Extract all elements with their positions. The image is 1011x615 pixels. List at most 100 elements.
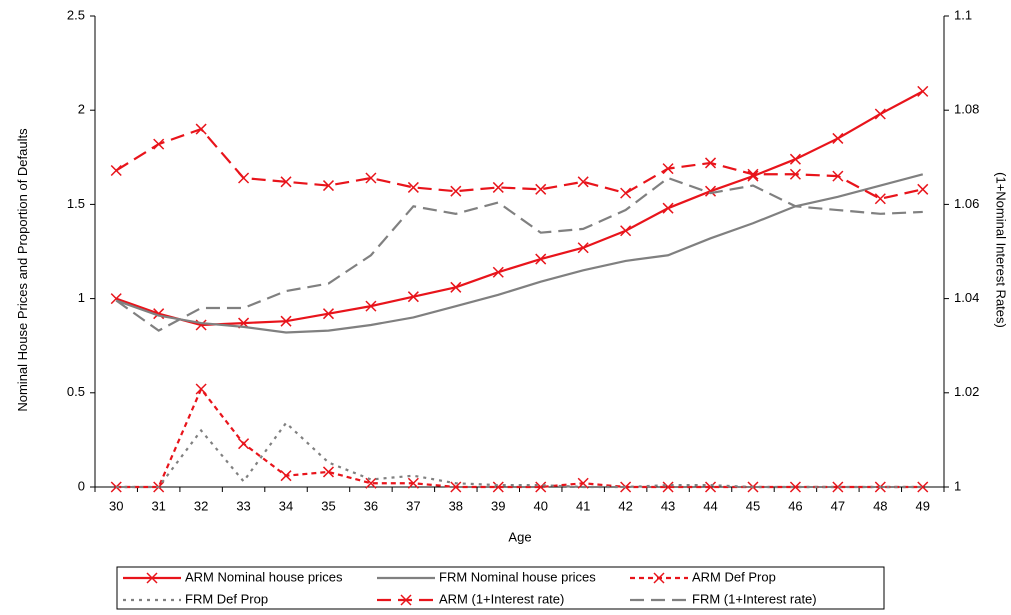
- series-marker: [620, 225, 632, 237]
- series-marker: [832, 481, 844, 493]
- y-tick-label: 2: [78, 102, 85, 117]
- series-marker: [195, 383, 207, 395]
- x-tick-label: 44: [703, 498, 717, 513]
- series-marker: [832, 170, 844, 182]
- series-marker: [704, 481, 717, 493]
- x-tick-label: 35: [321, 498, 335, 513]
- series-marker: [110, 164, 122, 177]
- y2-tick-label: 1.04: [954, 290, 979, 305]
- series-marker: [365, 477, 377, 489]
- series-line: [115, 127, 924, 200]
- y2-tick-label: 1.02: [954, 384, 979, 399]
- y2-axis-title: (1+Nominal Interest Rates): [994, 172, 1009, 328]
- series-marker: [789, 153, 801, 165]
- series-marker: [662, 202, 674, 214]
- series-marker: [620, 187, 632, 199]
- series-marker: [874, 108, 886, 120]
- x-tick-label: 36: [364, 498, 378, 513]
- series-marker: [492, 266, 504, 278]
- y-tick-label: 1.5: [67, 196, 85, 211]
- series-line: [116, 421, 923, 489]
- series-marker: [153, 138, 165, 150]
- series-marker: [365, 172, 377, 184]
- series-marker: [917, 85, 929, 97]
- series-marker: [535, 183, 547, 195]
- y-tick-label: 2.5: [67, 7, 85, 22]
- legend-label: ARM (1+Interest rate): [439, 591, 564, 606]
- series-marker: [535, 481, 547, 493]
- x-tick-label: 46: [788, 498, 802, 513]
- x-tick-label: 31: [151, 498, 165, 513]
- y-axis-title: Nominal House Prices and Proportion of D…: [15, 128, 30, 412]
- series-marker: [832, 132, 844, 144]
- series-marker: [662, 163, 674, 175]
- x-tick-label: 39: [491, 498, 505, 513]
- x-tick-label: 32: [194, 498, 208, 513]
- series-marker: [874, 193, 886, 205]
- series-line: [115, 90, 924, 327]
- y2-tick-label: 1.1: [954, 7, 972, 22]
- x-tick-label: 38: [449, 498, 463, 513]
- legend-label: FRM Def Prop: [185, 591, 268, 606]
- legend-label: FRM (1+Interest rate): [692, 591, 817, 606]
- series-marker: [577, 242, 589, 254]
- series-marker: [789, 168, 801, 180]
- series-marker: [704, 157, 717, 169]
- x-tick-label: 30: [109, 498, 123, 513]
- series-marker: [407, 291, 419, 303]
- series-marker: [322, 466, 335, 478]
- series-marker: [365, 300, 377, 312]
- x-tick-label: 40: [533, 498, 547, 513]
- legend-label: FRM Nominal house prices: [439, 569, 596, 584]
- series-marker: [492, 481, 504, 493]
- series-marker: [238, 438, 250, 450]
- series-line: [115, 176, 923, 332]
- series-marker: [450, 281, 462, 293]
- series-marker: [577, 477, 589, 489]
- series-line: [116, 386, 923, 489]
- y2-tick-label: 1.06: [954, 196, 979, 211]
- y2-tick-label: 1: [954, 478, 961, 493]
- series-marker: [704, 185, 717, 197]
- legend-box: [116, 566, 885, 610]
- series-marker: [450, 481, 462, 493]
- series-marker: [917, 183, 929, 195]
- legend-marker: [400, 594, 412, 606]
- legend-marker: [653, 572, 665, 584]
- series-marker: [322, 180, 335, 192]
- series-marker: [535, 253, 547, 265]
- series-marker: [917, 481, 929, 493]
- series-marker: [407, 477, 419, 489]
- legend-label: ARM Def Prop: [692, 569, 776, 584]
- y-axis-title-box: Nominal House Prices and Proportion of D…: [15, 128, 30, 412]
- y-tick-label: 1: [78, 290, 85, 305]
- series-marker: [195, 123, 207, 135]
- x-tick-label: 48: [873, 498, 887, 513]
- legend-label: ARM Nominal house prices: [185, 569, 343, 584]
- series-marker: [747, 168, 759, 180]
- series-marker: [280, 470, 292, 482]
- series-marker: [662, 481, 674, 493]
- series-marker: [492, 181, 504, 193]
- x-tick-label: 33: [236, 498, 250, 513]
- series-marker: [322, 308, 335, 320]
- series-line: [115, 173, 924, 334]
- y-tick-label: 0.5: [67, 384, 85, 399]
- x-tick-label: 34: [279, 498, 293, 513]
- series-marker: [450, 185, 462, 197]
- series-marker: [577, 176, 589, 188]
- series-marker: [407, 181, 419, 193]
- x-tick-label: 41: [576, 498, 590, 513]
- y-tick-label: 0: [78, 478, 85, 493]
- series-marker: [280, 176, 292, 188]
- x-tick-label: 49: [916, 498, 930, 513]
- x-tick-label: 42: [618, 498, 632, 513]
- x-tick-label: 45: [746, 498, 760, 513]
- series-marker: [238, 172, 250, 184]
- series-marker: [789, 481, 801, 493]
- legend-marker: [146, 572, 158, 584]
- x-tick-label: 37: [406, 498, 420, 513]
- x-tick-label: 43: [661, 498, 675, 513]
- series-marker: [280, 315, 292, 327]
